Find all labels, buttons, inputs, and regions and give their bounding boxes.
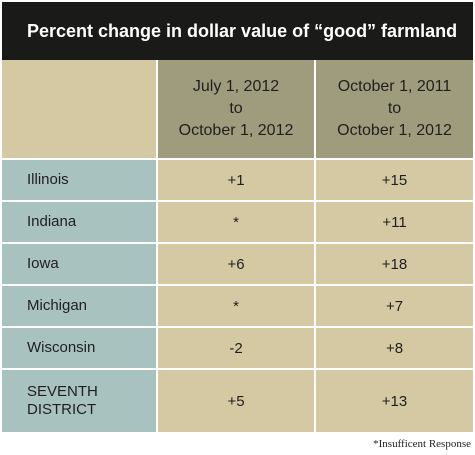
row-label-line2: DISTRICT — [27, 401, 97, 418]
header-blank-cell — [2, 60, 158, 160]
row-label: Wisconsin — [2, 328, 158, 370]
column-header-2-line2: to — [387, 100, 402, 117]
column-header-1: July 1, 2012 to October 1, 2012 — [158, 60, 316, 160]
table-row-indiana: Indiana * +11 — [2, 202, 473, 244]
table-cell: +7 — [316, 286, 473, 328]
row-label: Illinois — [2, 160, 158, 202]
table-cell: -2 — [158, 328, 316, 370]
table-row-wisconsin: Wisconsin -2 +8 — [2, 328, 473, 370]
table-cell: +5 — [158, 370, 316, 434]
row-label-line1: SEVENTH — [27, 383, 98, 400]
table-cell: +13 — [316, 370, 473, 434]
table-row-michigan: Michigan * +7 — [2, 286, 473, 328]
column-header-2: October 1, 2011 to October 1, 2012 — [316, 60, 473, 160]
table-row-illinois: Illinois +1 +15 — [2, 160, 473, 202]
farmland-table: July 1, 2012 to October 1, 2012 October … — [2, 60, 473, 434]
chart-title: Percent change in dollar value of “good”… — [2, 2, 473, 60]
table-cell: +18 — [316, 244, 473, 286]
table-cell: +11 — [316, 202, 473, 244]
row-label: Indiana — [2, 202, 158, 244]
footnote: *Insufficent Response — [373, 438, 471, 450]
column-header-1-line3: October 1, 2012 — [178, 122, 294, 139]
row-label: SEVENTH DISTRICT — [2, 370, 158, 434]
column-header-2-line3: October 1, 2012 — [337, 122, 452, 139]
column-header-1-line1: July 1, 2012 — [192, 78, 280, 95]
table-cell: +15 — [316, 160, 473, 202]
row-label: Michigan — [2, 286, 158, 328]
table-cell: +8 — [316, 328, 473, 370]
column-header-2-line1: October 1, 2011 — [337, 78, 452, 95]
table-cell: +1 — [158, 160, 316, 202]
header-row: July 1, 2012 to October 1, 2012 October … — [2, 60, 473, 160]
table-cell: * — [158, 286, 316, 328]
table-row-seventh-district: SEVENTH DISTRICT +5 +13 — [2, 370, 473, 434]
table-cell: +6 — [158, 244, 316, 286]
row-label: Iowa — [2, 244, 158, 286]
table-row-iowa: Iowa +6 +18 — [2, 244, 473, 286]
column-header-1-line2: to — [229, 100, 243, 117]
table-cell: * — [158, 202, 316, 244]
